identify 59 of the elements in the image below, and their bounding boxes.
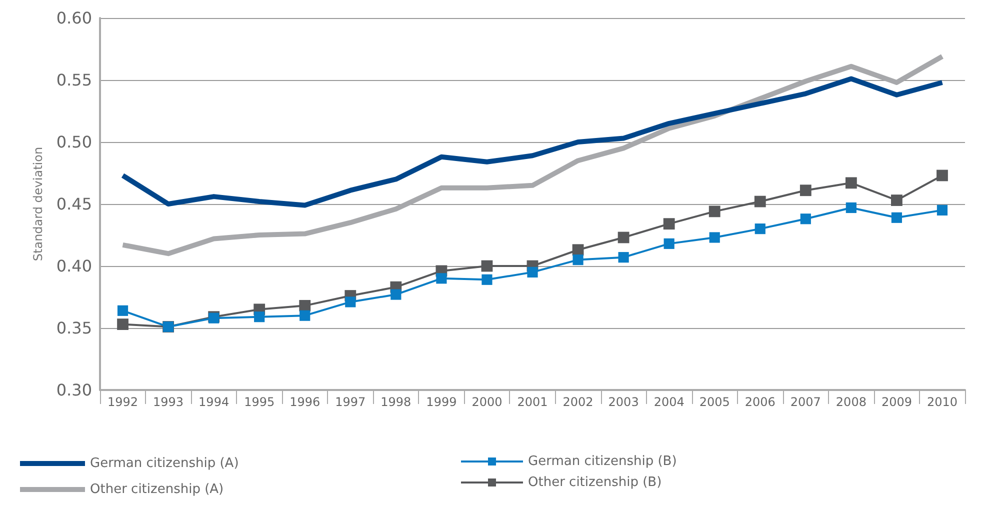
x-tick-label: 2009 [881,395,912,409]
point [664,238,674,249]
y-tick-label: 0.60 [56,8,92,28]
point [754,196,766,208]
point [754,224,766,234]
legend-label: German citizenship (B) [528,454,677,469]
x-tick-label: 2004 [654,395,684,409]
x-tick-label: 1996 [290,395,320,409]
point [117,305,128,316]
y-tick-label: 0.50 [56,132,92,152]
y-tick-label: 0.40 [56,256,92,276]
x-tick-label: 2005 [699,395,730,409]
x-tick-label: 1997 [335,395,366,409]
point [527,266,538,278]
point [572,254,584,266]
y-tick-label: 0.35 [56,318,92,338]
y-tick-label: 0.55 [56,70,92,90]
point [891,212,902,223]
point [618,232,630,244]
x-tick-label: 2008 [836,395,866,409]
point [846,202,856,214]
x-tick-label: 1992 [107,395,138,409]
point [936,204,948,216]
y-tick-label: 0.30 [56,380,92,400]
x-tick-label: 1993 [153,395,184,409]
x-tick-label: 2006 [744,395,776,409]
point [482,274,492,285]
point [254,312,265,322]
point [891,194,902,206]
point [708,206,720,218]
x-tick-label: 1994 [198,395,230,409]
point [345,296,356,308]
point [117,318,128,330]
point [481,260,493,272]
point [299,300,311,312]
x-tick-label: 2007 [790,395,821,409]
point [663,218,675,230]
point [800,184,812,196]
legend-label: Other citizenship (A) [90,482,224,497]
x-tick-label: 1999 [426,395,457,409]
point [936,170,948,182]
x-tick-label: 2002 [562,395,594,409]
y-axis-title: Standard deviation [31,146,45,262]
legend-label: Other citizenship (B) [528,475,662,490]
point [300,310,310,321]
x-tick-label: 1995 [244,395,275,409]
x-tick-label: 1998 [380,395,412,409]
x-tick-label: 2001 [517,395,548,409]
point [436,273,447,284]
point [800,214,811,224]
x-tick-label: 2010 [926,395,958,409]
point [390,289,402,300]
legend-label: German citizenship (A) [90,456,239,471]
point [618,252,629,263]
x-tick-label: 2003 [608,395,639,409]
point [845,177,857,189]
y-tick-label: 0.45 [56,194,92,214]
point [709,232,720,243]
x-tick-label: 2000 [472,395,502,409]
